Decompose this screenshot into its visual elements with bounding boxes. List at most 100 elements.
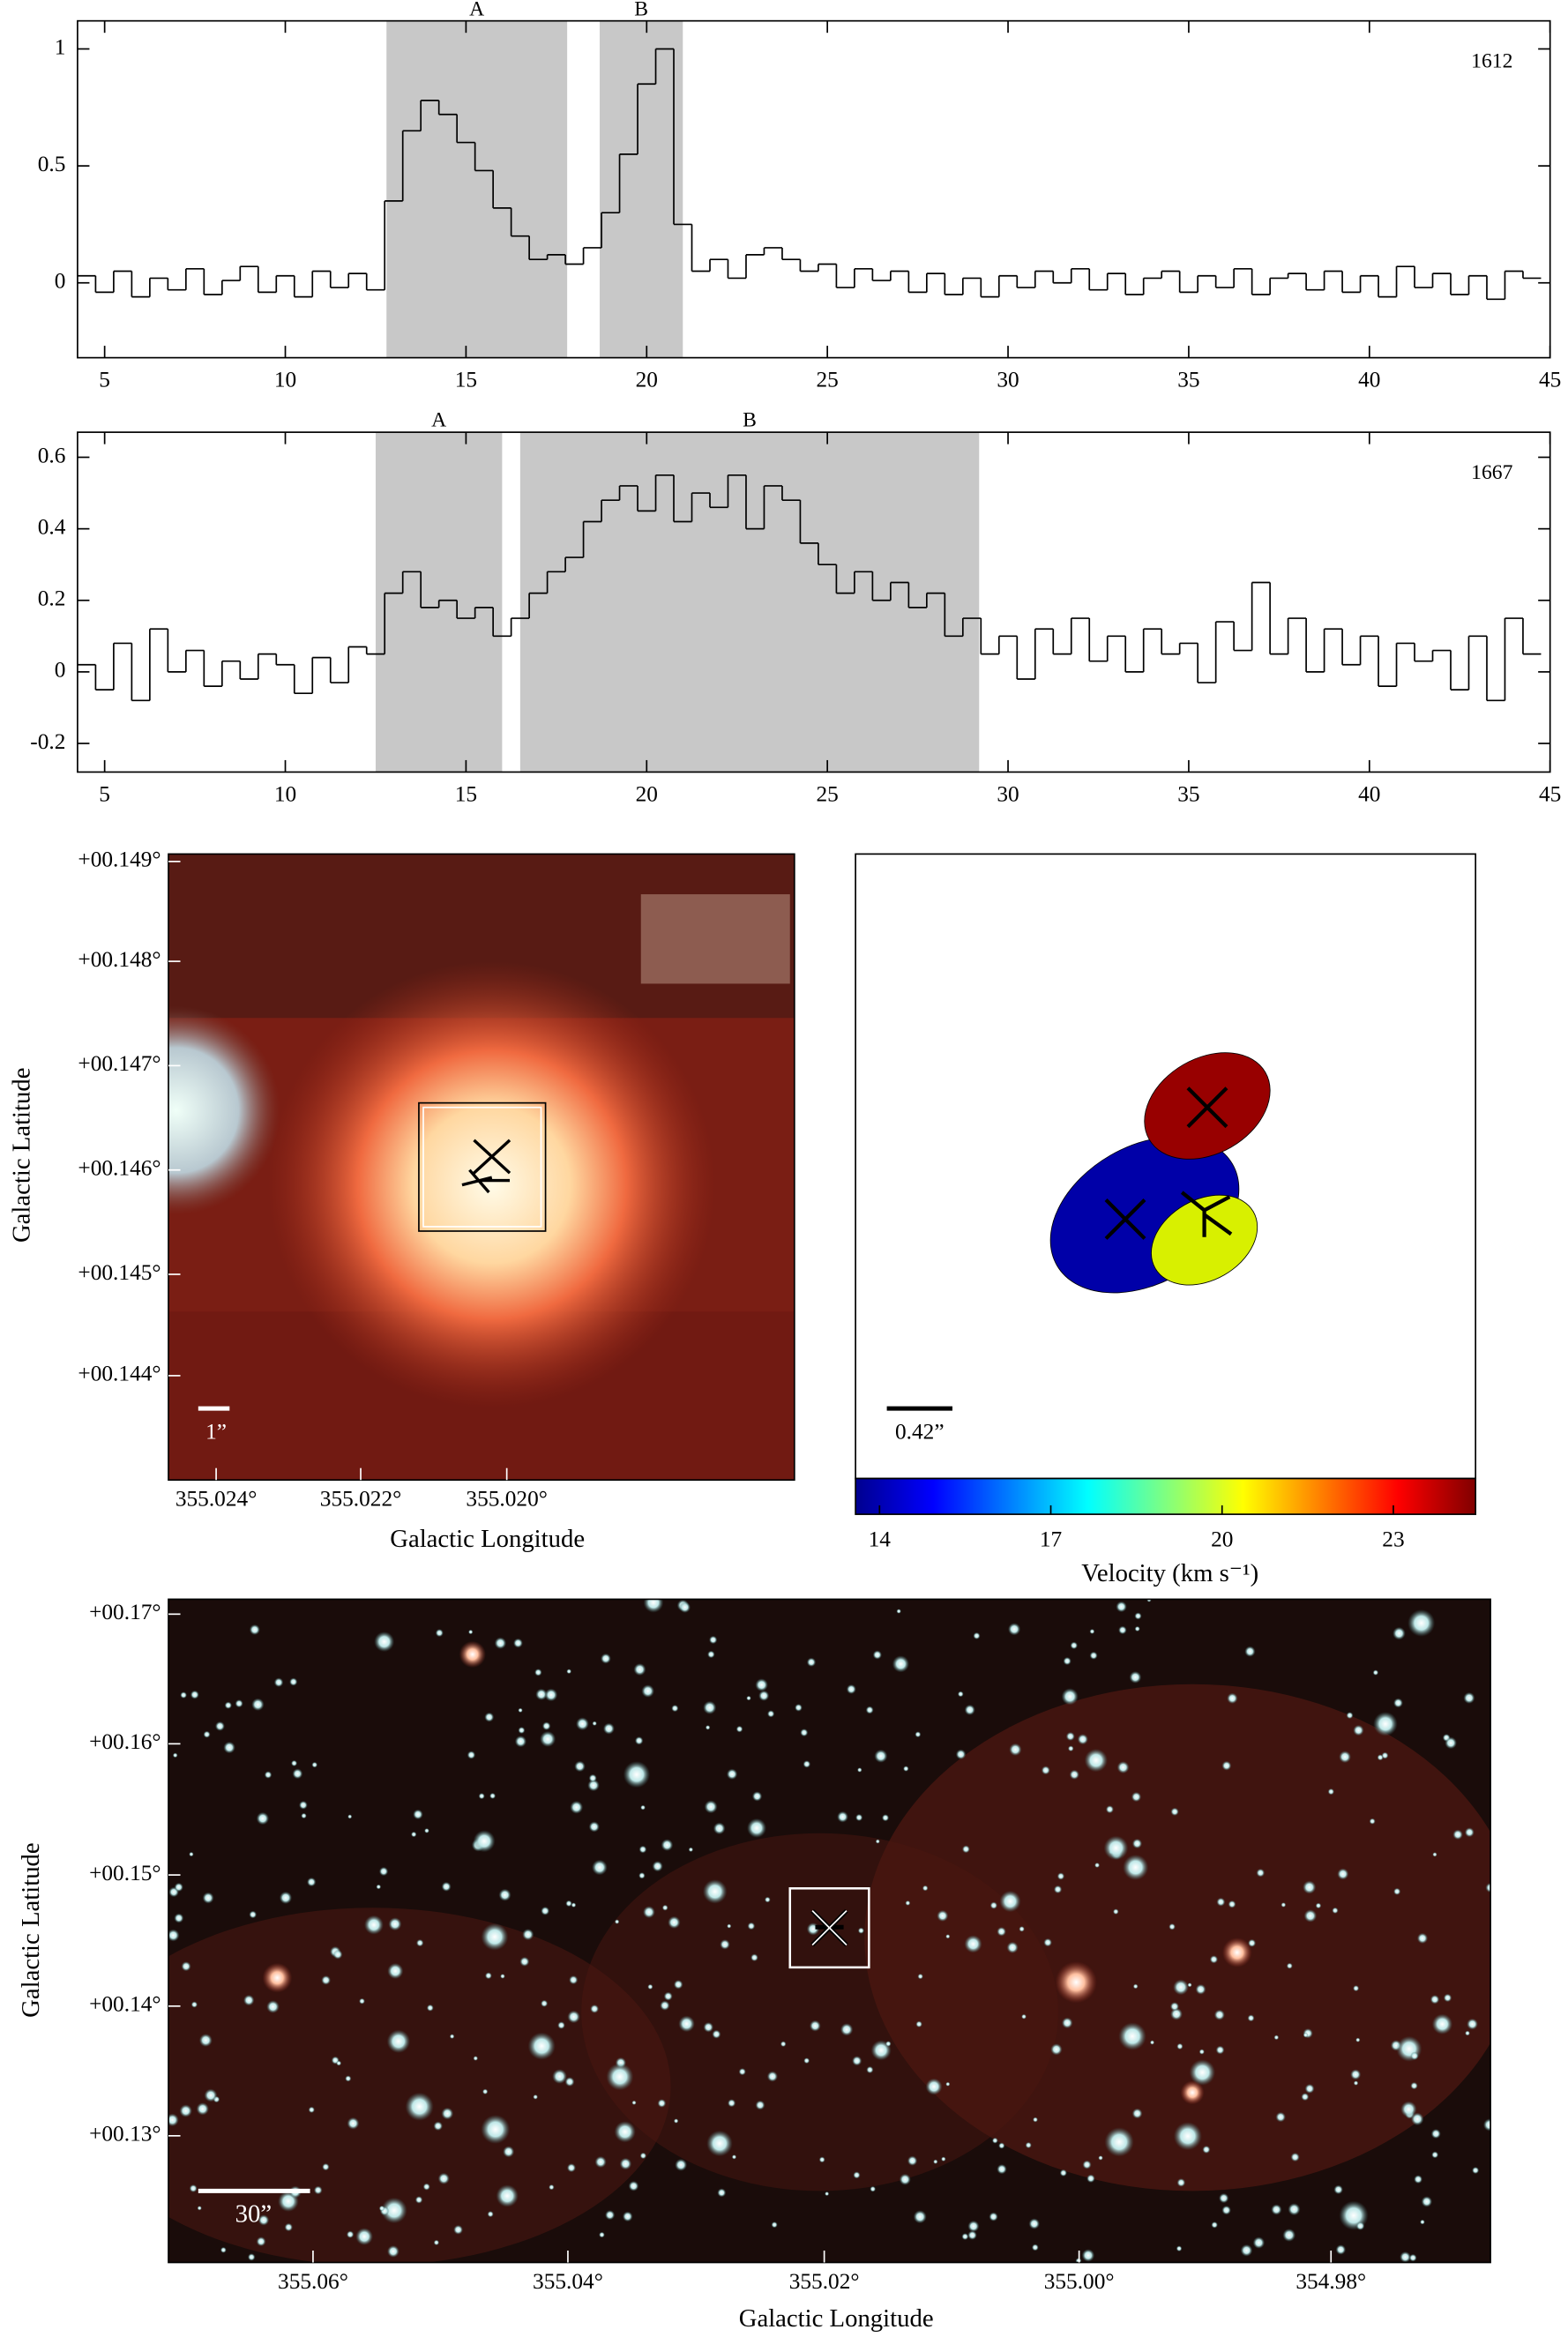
star xyxy=(1065,1731,1075,1742)
star xyxy=(190,1690,199,1699)
star xyxy=(1067,1745,1074,1752)
star xyxy=(1170,1807,1179,1817)
x-tick-label: 25 xyxy=(816,367,838,392)
star xyxy=(1007,1623,1021,1636)
star xyxy=(1327,1788,1335,1796)
star xyxy=(220,2246,227,2253)
star xyxy=(997,2163,1007,2175)
star xyxy=(967,2230,977,2240)
star xyxy=(606,2063,634,2091)
star xyxy=(905,1900,911,1906)
star xyxy=(1339,1751,1352,1764)
star xyxy=(249,1624,260,1636)
star xyxy=(925,2078,943,2095)
star xyxy=(1173,2122,1202,2151)
star xyxy=(500,1974,505,1979)
star xyxy=(708,1635,718,1645)
star xyxy=(453,2224,464,2235)
region xyxy=(519,432,980,773)
star xyxy=(1467,2018,1478,2030)
star xyxy=(751,1791,763,1802)
star xyxy=(251,1698,265,1711)
star xyxy=(671,1704,679,1713)
y-tick-label: 0 xyxy=(55,269,66,294)
star xyxy=(587,1779,600,1792)
star xyxy=(441,1881,452,1892)
star xyxy=(602,1722,615,1735)
star xyxy=(1350,2069,1362,2080)
star xyxy=(1416,1932,1429,1945)
star xyxy=(181,1961,191,1972)
star xyxy=(214,1721,225,1731)
star xyxy=(381,2197,407,2224)
star xyxy=(174,1913,184,1923)
star xyxy=(605,2210,616,2221)
star xyxy=(707,1650,715,1659)
region xyxy=(600,20,683,358)
star xyxy=(174,1882,183,1893)
star xyxy=(1176,2042,1183,2050)
star xyxy=(1033,2117,1038,2123)
star xyxy=(345,2075,352,2082)
star xyxy=(284,2222,294,2232)
star xyxy=(1202,2145,1211,2154)
star xyxy=(566,1669,572,1675)
star xyxy=(1169,1923,1176,1930)
box xyxy=(422,1106,542,1228)
star xyxy=(1472,2166,1480,2175)
x-tick-label: 10 xyxy=(274,781,296,806)
star xyxy=(449,2034,455,2039)
star xyxy=(673,1979,683,1990)
star xyxy=(1116,1601,1127,1613)
star xyxy=(961,1845,970,1854)
star xyxy=(1069,1769,1079,1780)
star xyxy=(614,2121,636,2143)
star xyxy=(688,1847,694,1853)
star xyxy=(1373,1712,1398,1736)
star xyxy=(518,1727,526,1735)
star xyxy=(1084,1748,1109,1773)
star xyxy=(576,1717,589,1731)
star xyxy=(1129,1670,1142,1684)
star xyxy=(643,1599,664,1613)
star xyxy=(1131,1838,1143,1849)
star xyxy=(837,1811,848,1823)
star xyxy=(678,2015,695,2033)
star xyxy=(1104,2127,1134,2157)
star xyxy=(189,2184,198,2193)
star xyxy=(1131,1791,1142,1803)
star xyxy=(433,2121,444,2132)
star xyxy=(1118,1625,1127,1635)
star xyxy=(1410,2112,1424,2126)
star xyxy=(933,2159,938,2164)
star xyxy=(1369,1818,1376,1825)
star xyxy=(1053,1885,1063,1894)
x-tick-label: 10 xyxy=(274,367,296,392)
star xyxy=(638,1845,647,1854)
spectrum-risers xyxy=(94,49,1524,300)
bright-star xyxy=(1221,1938,1252,1967)
zoom-image xyxy=(168,854,795,1481)
star xyxy=(1025,2141,1032,2149)
star xyxy=(764,1896,771,1903)
star xyxy=(1105,1805,1115,1814)
star xyxy=(321,1975,332,1985)
star xyxy=(1028,2218,1040,2229)
star xyxy=(544,1688,558,1702)
maser-markers xyxy=(461,1139,511,1194)
y-axis-label: Galactic Latitude xyxy=(8,1068,36,1243)
star xyxy=(386,2245,399,2258)
star xyxy=(885,2041,892,2047)
star xyxy=(638,1872,646,1879)
star xyxy=(1169,2002,1180,2012)
star xyxy=(1070,1641,1079,1650)
region xyxy=(386,20,568,358)
star xyxy=(202,1892,214,1904)
star xyxy=(663,1991,673,2001)
star xyxy=(1209,1955,1219,1964)
y-axis-label: Galactic Latitude xyxy=(17,1842,45,2018)
star xyxy=(1430,1994,1440,2005)
star xyxy=(541,1999,549,2007)
star xyxy=(1333,2184,1343,2195)
star xyxy=(1094,1862,1101,1869)
